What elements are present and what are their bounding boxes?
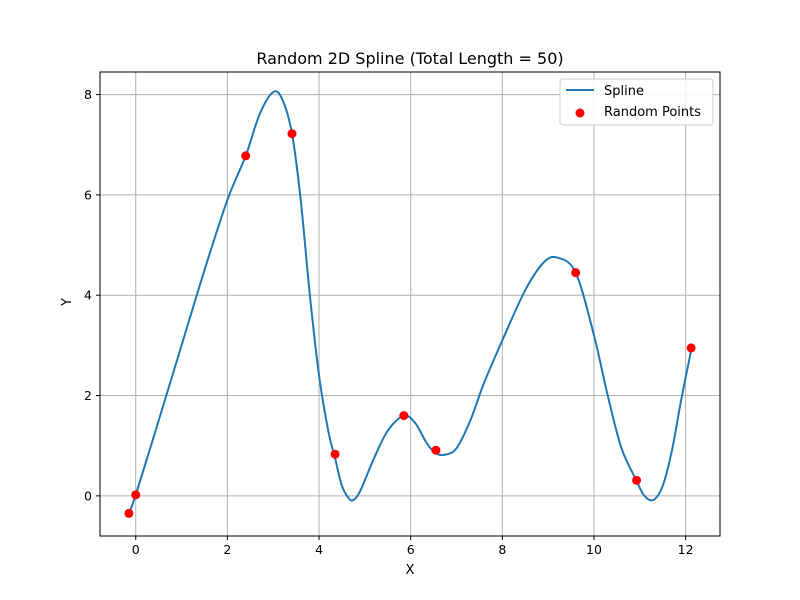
x-tick-label: 0 bbox=[132, 542, 140, 557]
legend-label-random-points: Random Points bbox=[604, 105, 701, 120]
random-point bbox=[330, 449, 340, 459]
random-point bbox=[431, 445, 441, 455]
chart-title: Random 2D Spline (Total Length = 50) bbox=[256, 49, 563, 68]
random-point bbox=[686, 343, 696, 353]
legend: Spline Random Points bbox=[559, 78, 714, 126]
legend-box bbox=[559, 78, 714, 126]
axis-ticks: 0 2 4 6 8 10 12 0 2 4 6 8 bbox=[84, 87, 694, 557]
y-tick-label: 6 bbox=[84, 187, 92, 202]
plot-area bbox=[124, 90, 696, 518]
legend-marker-swatch bbox=[575, 108, 585, 118]
y-tick-label: 2 bbox=[84, 388, 92, 403]
random-point bbox=[571, 268, 581, 278]
x-tick-label: 12 bbox=[678, 542, 694, 557]
random-point bbox=[131, 490, 141, 500]
x-tick-label: 8 bbox=[498, 542, 506, 557]
grid bbox=[100, 72, 720, 536]
y-tick-label: 0 bbox=[84, 488, 92, 503]
x-tick-label: 4 bbox=[315, 542, 323, 557]
x-tick-label: 6 bbox=[407, 542, 415, 557]
y-tick-label: 8 bbox=[84, 87, 92, 102]
x-tick-label: 10 bbox=[586, 542, 602, 557]
x-axis-title: X bbox=[406, 563, 415, 578]
y-axis-title: Y bbox=[60, 298, 75, 307]
y-tick-label: 4 bbox=[84, 288, 92, 303]
random-point bbox=[287, 129, 297, 139]
random-point bbox=[632, 475, 642, 485]
x-tick-label: 2 bbox=[223, 542, 231, 557]
random-point bbox=[124, 508, 134, 518]
axes-frame bbox=[99, 71, 721, 537]
legend-label-spline: Spline bbox=[604, 84, 644, 99]
spline-line bbox=[127, 90, 693, 514]
random-point bbox=[241, 151, 251, 161]
random-point bbox=[399, 411, 409, 421]
